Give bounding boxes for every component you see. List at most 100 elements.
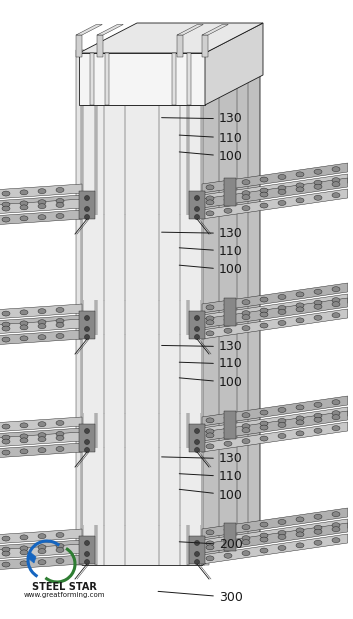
Ellipse shape <box>314 184 322 189</box>
Ellipse shape <box>206 418 214 423</box>
Ellipse shape <box>260 436 268 441</box>
Polygon shape <box>202 508 348 538</box>
Ellipse shape <box>56 199 64 204</box>
Bar <box>83 215 201 300</box>
Polygon shape <box>0 184 82 201</box>
Ellipse shape <box>2 326 10 331</box>
Ellipse shape <box>260 177 268 182</box>
Ellipse shape <box>56 532 64 537</box>
Ellipse shape <box>332 538 340 543</box>
Ellipse shape <box>56 188 64 193</box>
Ellipse shape <box>296 532 304 537</box>
Circle shape <box>84 334 90 339</box>
Bar <box>79 424 95 452</box>
Ellipse shape <box>56 420 64 425</box>
Bar <box>224 522 236 550</box>
Circle shape <box>84 560 90 565</box>
Ellipse shape <box>38 309 46 314</box>
Ellipse shape <box>278 433 286 438</box>
Ellipse shape <box>260 533 268 538</box>
Polygon shape <box>202 309 348 339</box>
Circle shape <box>84 196 90 201</box>
Ellipse shape <box>20 190 28 195</box>
Ellipse shape <box>224 182 232 187</box>
Ellipse shape <box>332 193 340 197</box>
Ellipse shape <box>332 522 340 527</box>
Bar <box>202 50 209 565</box>
Ellipse shape <box>332 313 340 318</box>
Ellipse shape <box>260 548 268 553</box>
Text: 130: 130 <box>162 452 243 465</box>
Ellipse shape <box>296 292 304 297</box>
Ellipse shape <box>224 527 232 532</box>
Ellipse shape <box>224 208 232 213</box>
Polygon shape <box>202 75 260 565</box>
Text: 110: 110 <box>179 131 243 145</box>
Ellipse shape <box>206 196 214 201</box>
Ellipse shape <box>296 528 304 533</box>
Ellipse shape <box>242 191 250 196</box>
Ellipse shape <box>2 337 10 342</box>
Ellipse shape <box>206 556 214 561</box>
Polygon shape <box>202 407 348 437</box>
Ellipse shape <box>38 560 46 565</box>
Bar <box>79 536 95 564</box>
Ellipse shape <box>224 328 232 333</box>
Bar <box>189 191 205 219</box>
Polygon shape <box>202 25 228 35</box>
Polygon shape <box>202 294 348 324</box>
Text: 100: 100 <box>179 488 243 502</box>
Text: 130: 130 <box>162 340 243 353</box>
Polygon shape <box>0 304 82 321</box>
Ellipse shape <box>224 318 232 322</box>
Ellipse shape <box>206 541 214 546</box>
Polygon shape <box>0 315 82 332</box>
Ellipse shape <box>2 547 10 552</box>
Text: 100: 100 <box>179 376 243 389</box>
Text: 200: 200 <box>179 538 243 552</box>
Polygon shape <box>97 25 123 35</box>
Bar <box>202 35 208 57</box>
Ellipse shape <box>38 335 46 340</box>
Circle shape <box>84 448 90 452</box>
Ellipse shape <box>242 551 250 556</box>
Ellipse shape <box>224 539 232 543</box>
Polygon shape <box>0 544 82 561</box>
Ellipse shape <box>20 216 28 221</box>
Ellipse shape <box>56 543 64 548</box>
Bar <box>105 53 109 105</box>
Ellipse shape <box>332 301 340 306</box>
Ellipse shape <box>20 546 28 551</box>
Ellipse shape <box>332 426 340 431</box>
Ellipse shape <box>224 542 232 547</box>
Circle shape <box>195 552 199 556</box>
Bar <box>187 105 189 565</box>
Ellipse shape <box>224 426 232 431</box>
Ellipse shape <box>314 514 322 519</box>
Ellipse shape <box>20 561 28 566</box>
Bar <box>224 298 236 326</box>
Ellipse shape <box>314 300 322 305</box>
Ellipse shape <box>260 192 268 197</box>
Ellipse shape <box>20 550 28 555</box>
Text: www.greatforming.com: www.greatforming.com <box>23 592 105 598</box>
Circle shape <box>195 334 199 339</box>
Ellipse shape <box>278 310 286 314</box>
Ellipse shape <box>2 562 10 567</box>
Ellipse shape <box>260 203 268 208</box>
Ellipse shape <box>56 446 64 451</box>
Ellipse shape <box>242 180 250 184</box>
Ellipse shape <box>206 320 214 325</box>
Ellipse shape <box>278 407 286 412</box>
Text: 100: 100 <box>179 263 243 277</box>
Ellipse shape <box>38 545 46 550</box>
Ellipse shape <box>332 287 340 292</box>
Ellipse shape <box>314 402 322 407</box>
Ellipse shape <box>242 195 250 200</box>
Ellipse shape <box>2 191 10 196</box>
Ellipse shape <box>278 175 286 180</box>
Polygon shape <box>0 432 82 449</box>
Circle shape <box>84 326 90 332</box>
Ellipse shape <box>20 438 28 443</box>
Ellipse shape <box>314 428 322 433</box>
